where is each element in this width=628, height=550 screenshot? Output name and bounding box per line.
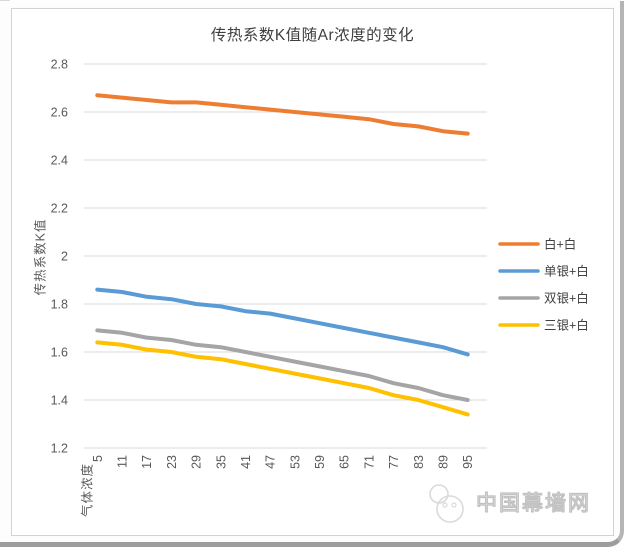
y-tick-label: 1.8 — [51, 298, 68, 312]
series-line-3 — [95, 340, 470, 417]
watermark: 中国幕墙网 — [426, 479, 591, 525]
y-tick-label: 2 — [61, 250, 68, 264]
series-line-1 — [95, 287, 470, 357]
legend-label-3: 三银+白 — [544, 318, 589, 333]
y-tick-label: 1.4 — [51, 394, 68, 408]
x-tick-label: 95 — [461, 455, 475, 469]
series-line-2 — [95, 328, 470, 402]
x-tick-label: 53 — [288, 455, 302, 469]
legend-label-0: 白+白 — [544, 237, 576, 252]
x-tick-label: 89 — [436, 455, 450, 469]
series-line-0 — [95, 93, 470, 136]
y-tick-label: 1.2 — [51, 442, 68, 456]
x-tick-label: 17 — [140, 455, 154, 469]
mascot-logo-icon — [429, 484, 464, 523]
x-tick-label: 59 — [313, 455, 327, 469]
x-tick-label: 5 — [91, 455, 105, 462]
legend-label-2: 双银+白 — [544, 291, 589, 306]
x-tick-label: 71 — [362, 455, 376, 469]
x-tick-label: 35 — [214, 455, 228, 469]
y-tick-label: 1.6 — [51, 346, 68, 360]
x-tick-label: 11 — [116, 455, 130, 468]
watermark-text: 中国幕墙网 — [476, 492, 591, 516]
x-tick-label: 77 — [387, 455, 401, 469]
y-tick-label: 2.6 — [51, 106, 68, 120]
x-tick-label: 29 — [190, 455, 204, 469]
chart-title: 传热系数K值随Ar浓度的变化 — [210, 27, 415, 44]
x-tick-label: 83 — [412, 455, 426, 469]
x-tick-label: 41 — [239, 455, 253, 469]
y-tick-label: 2.4 — [51, 154, 68, 168]
x-tick-label: 47 — [264, 455, 278, 469]
chart-area: 传热系数K值随Ar浓度的变化 传热系数K值 气体浓度 2.8 2.6 2.4 2.2 2… — [11, 8, 614, 536]
y-tick-label: 2.2 — [51, 202, 68, 216]
plot-svg: 2.8 2.6 2.4 2.2 2 1.8 1.6 1.4 1.2 5 11 17 23 29 35 41 47… — [51, 58, 589, 469]
x-tick-label: 65 — [338, 455, 352, 469]
x-tick-label: 23 — [165, 455, 179, 469]
legend-label-1: 单银+白 — [544, 264, 589, 279]
y-tick-label: 2.8 — [51, 58, 68, 72]
